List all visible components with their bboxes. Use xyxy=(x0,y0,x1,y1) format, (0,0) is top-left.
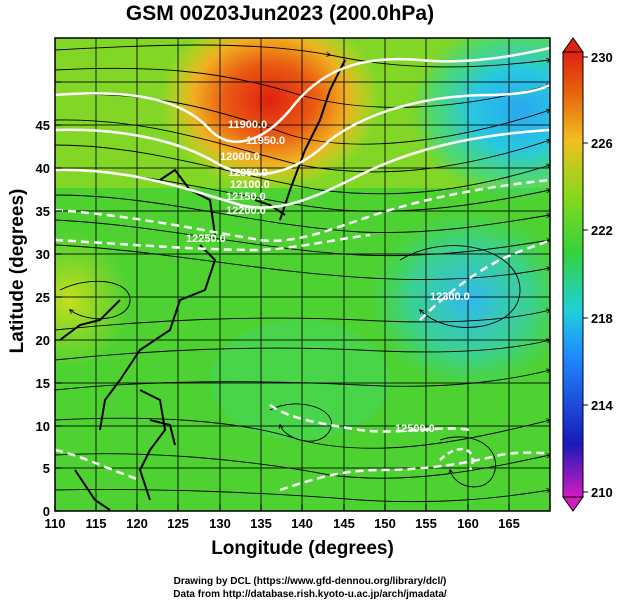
contour-label: 11900.0 xyxy=(228,119,267,131)
x-tick-label: 155 xyxy=(415,516,437,531)
colorbar-tick-label: 210 xyxy=(591,485,613,500)
x-tick-label: 150 xyxy=(374,516,396,531)
x-axis: 110 115 120 125 130 135 140 145 150 155 … xyxy=(45,504,520,531)
colorbar-tick-label: 222 xyxy=(591,223,613,238)
colorbar-tick-label: 218 xyxy=(591,311,613,326)
x-tick-label: 145 xyxy=(333,516,355,531)
y-axis-label: Latitude (degrees) xyxy=(7,188,28,354)
x-tick-label: 125 xyxy=(167,516,189,531)
contour-label: 12300.0 xyxy=(430,291,470,303)
page-title: GSM 00Z03Jun2023 (200.0hPa) xyxy=(125,2,435,25)
contour-label: 11950.0 xyxy=(246,135,285,147)
contour-labels: 11900.0 11950.0 12000.0 12050.0 12100.0 … xyxy=(186,119,470,435)
x-tick-label: 115 xyxy=(86,516,107,531)
credit-drawing: Drawing by DCL (https://www.gfd-dennou.o… xyxy=(173,576,447,587)
x-tick-label: 130 xyxy=(209,516,231,531)
grid-lines xyxy=(55,38,550,511)
contour-label: 12100.0 xyxy=(230,179,270,191)
x-tick-label: 165 xyxy=(498,516,520,531)
contour-label: 12500.0 xyxy=(395,423,435,435)
x-tick-label: 160 xyxy=(457,516,479,531)
colorbar: 230 226 222 218 214 210 xyxy=(562,37,613,512)
coastlines xyxy=(59,59,346,511)
y-tick-label: 45 xyxy=(36,118,50,133)
contour-label: 12050.0 xyxy=(228,167,268,179)
y-tick-label: 20 xyxy=(36,333,50,348)
contour-label: 12000.0 xyxy=(220,151,260,163)
contour-label: 12200.0 xyxy=(226,205,266,217)
credit-data: Data from http://database.rish.kyoto-u.a… xyxy=(173,589,447,600)
wind-streamlines xyxy=(55,44,550,503)
y-tick-label: 10 xyxy=(36,419,50,434)
x-tick-label: 135 xyxy=(250,516,272,531)
colorbar-bottom-arrow xyxy=(562,496,584,512)
x-tick-label: 140 xyxy=(291,516,313,531)
colorbar-top-arrow xyxy=(562,37,584,53)
x-tick-label: 110 xyxy=(45,516,66,531)
contour-label: 12250.0 xyxy=(186,233,226,245)
colorbar-tick-label: 226 xyxy=(591,136,613,151)
y-tick-label: 25 xyxy=(36,290,50,305)
height-contours xyxy=(55,46,550,492)
colorbar-scale xyxy=(562,51,584,498)
y-axis: 0 5 10 15 20 25 30 35 40 45 xyxy=(36,81,62,519)
y-tick-label: 30 xyxy=(36,247,50,262)
y-tick-label: 15 xyxy=(36,376,50,391)
y-tick-label: 35 xyxy=(36,204,50,219)
x-tick-label: 120 xyxy=(126,516,148,531)
y-tick-label: 0 xyxy=(43,504,50,519)
x-axis-label: Longitude (degrees) xyxy=(211,538,394,559)
colorbar-tick-label: 214 xyxy=(591,398,613,413)
colorbar-tick-label: 230 xyxy=(591,50,613,65)
y-tick-label: 40 xyxy=(36,161,50,176)
y-tick-label: 5 xyxy=(43,461,50,476)
contour-label: 12150.0 xyxy=(226,191,266,203)
